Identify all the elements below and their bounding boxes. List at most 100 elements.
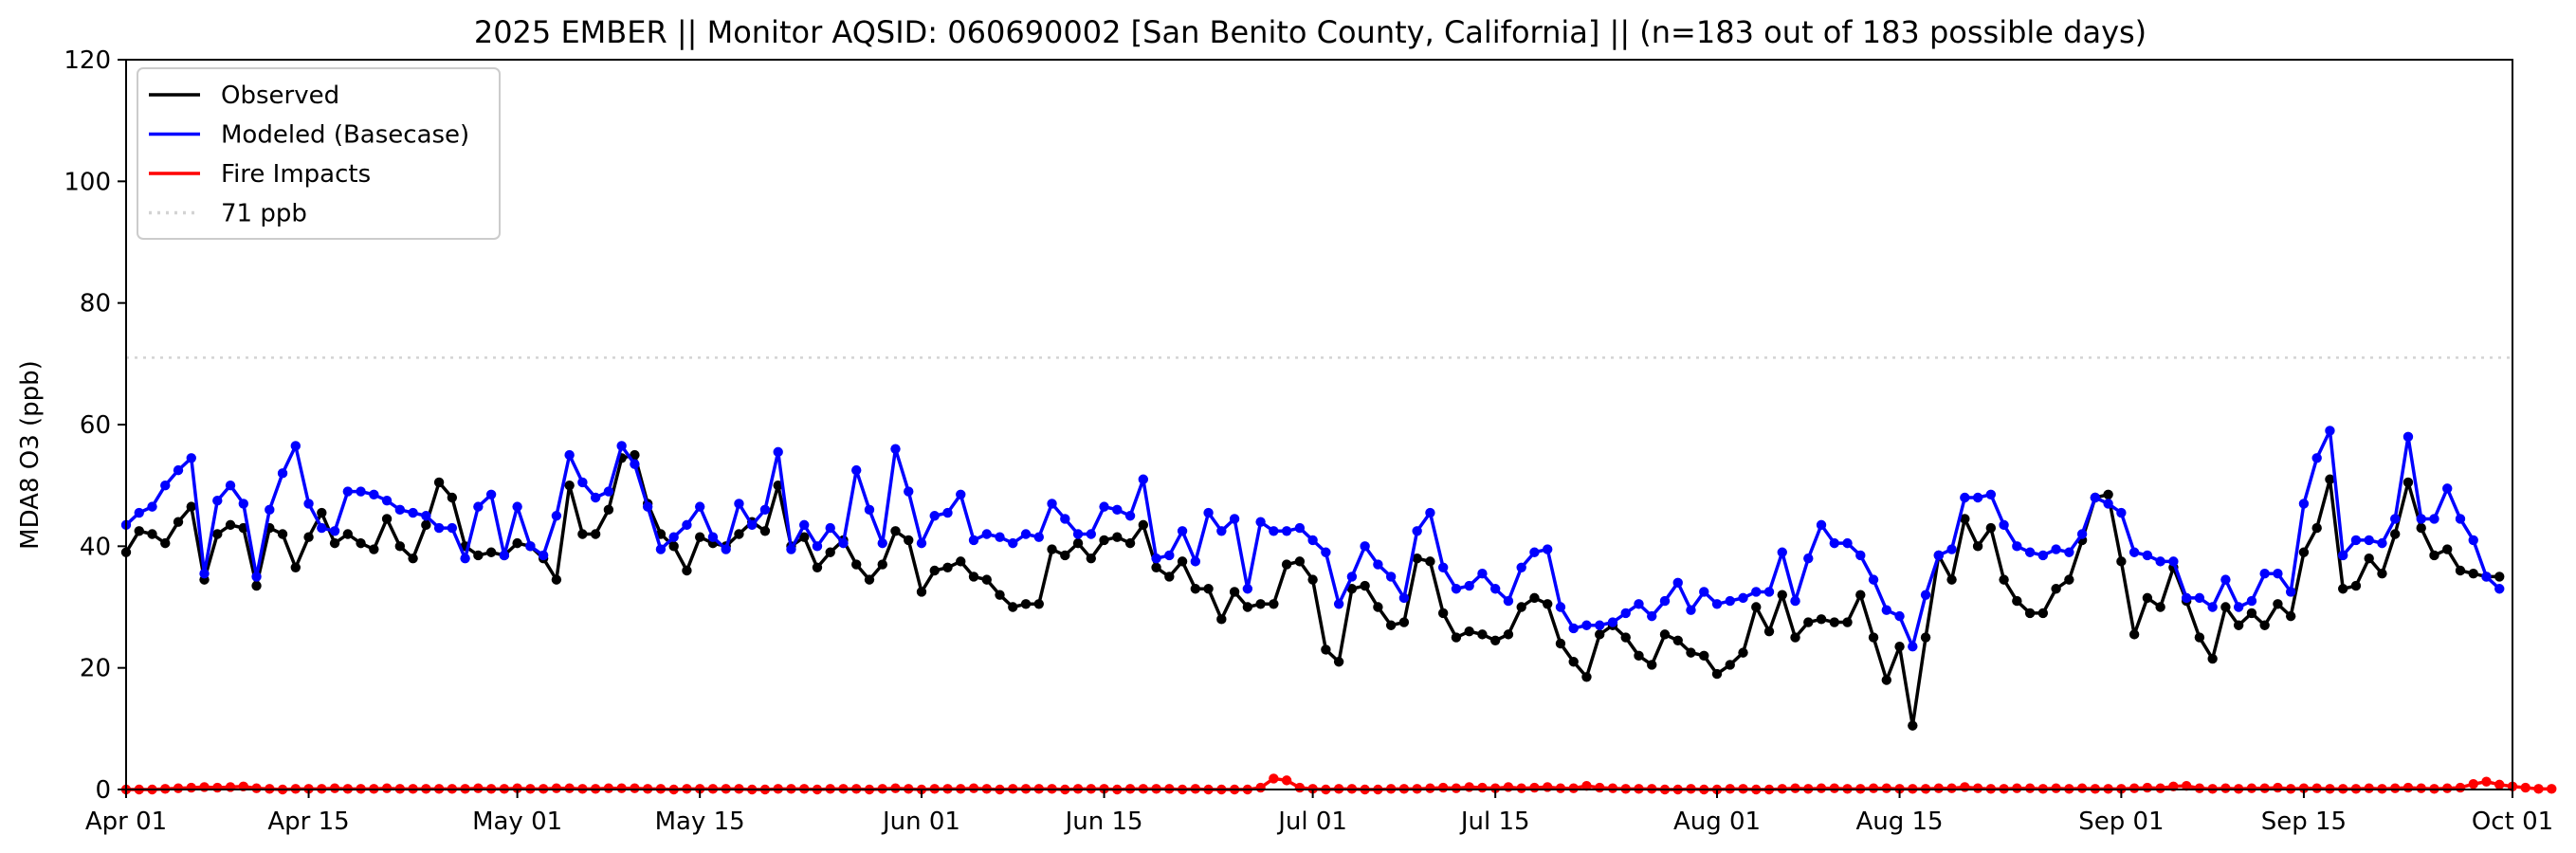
data-point-modeled-basecase xyxy=(2220,574,2231,585)
data-point-modeled-basecase xyxy=(812,541,823,552)
data-point-observed xyxy=(1333,657,1344,667)
data-point-observed xyxy=(1985,522,1997,534)
data-point-modeled-basecase xyxy=(1464,580,1474,591)
data-point-observed xyxy=(1124,537,1136,549)
data-point-fire-impacts xyxy=(1451,783,1462,793)
data-point-modeled-basecase xyxy=(1425,507,1435,518)
data-point-observed xyxy=(1373,602,1383,612)
data-point-modeled-basecase xyxy=(603,486,614,497)
data-point-modeled-basecase xyxy=(1634,599,1644,609)
data-point-observed xyxy=(1112,532,1123,542)
data-point-modeled-basecase xyxy=(1829,537,1839,549)
data-point-modeled-basecase xyxy=(2181,592,2192,604)
data-point-fire-impacts xyxy=(2246,783,2257,793)
data-point-modeled-basecase xyxy=(2051,544,2061,554)
data-point-modeled-basecase xyxy=(1294,522,1306,534)
data-point-observed xyxy=(877,559,887,570)
data-point-modeled-basecase xyxy=(433,522,445,534)
data-point-observed xyxy=(890,526,901,536)
data-point-modeled-basecase xyxy=(2168,556,2179,567)
data-point-observed xyxy=(2142,592,2153,604)
data-point-fire-impacts xyxy=(1960,782,1970,792)
data-point-observed xyxy=(916,587,927,597)
data-point-observed xyxy=(1738,647,1748,658)
data-point-modeled-basecase xyxy=(851,464,862,476)
data-point-modeled-basecase xyxy=(1072,529,1084,539)
data-point-observed xyxy=(734,529,744,539)
data-point-observed xyxy=(2416,522,2426,534)
data-point-fire-impacts xyxy=(2142,782,2153,793)
data-point-modeled-basecase xyxy=(1255,517,1266,527)
data-point-observed xyxy=(2429,550,2439,561)
data-point-observed xyxy=(1255,599,1266,609)
data-point-modeled-basecase xyxy=(916,537,927,549)
data-point-observed xyxy=(1190,584,1201,594)
data-point-modeled-basecase xyxy=(1112,504,1123,516)
data-point-observed xyxy=(356,537,366,549)
data-point-observed xyxy=(2273,599,2283,609)
data-point-fire-impacts xyxy=(1503,782,1514,792)
x-tick-label: Apr 01 xyxy=(85,808,167,836)
data-point-observed xyxy=(1151,562,1161,572)
data-point-modeled-basecase xyxy=(499,550,510,561)
data-point-observed xyxy=(1711,668,1723,680)
data-point-modeled-basecase xyxy=(864,504,875,516)
data-point-modeled-basecase xyxy=(2390,514,2401,524)
data-point-fire-impacts xyxy=(2547,784,2557,794)
data-point-modeled-basecase xyxy=(786,544,796,554)
data-point-observed xyxy=(290,562,301,572)
data-point-observed xyxy=(630,449,640,461)
data-point-observed xyxy=(1269,599,1279,609)
data-point-modeled-basecase xyxy=(2233,602,2244,612)
data-point-observed xyxy=(369,544,379,554)
data-point-modeled-basecase xyxy=(303,499,314,509)
data-point-modeled-basecase xyxy=(1960,492,1970,503)
x-tick-label: May 15 xyxy=(655,808,745,836)
data-point-modeled-basecase xyxy=(1020,529,1032,539)
data-point-modeled-basecase xyxy=(1686,605,1696,615)
data-point-observed xyxy=(864,574,875,585)
data-point-modeled-basecase xyxy=(2064,547,2074,557)
data-point-observed xyxy=(186,501,196,512)
data-point-observed xyxy=(225,519,236,531)
data-point-observed xyxy=(2325,474,2335,484)
data-point-fire-impacts xyxy=(551,783,562,793)
data-point-modeled-basecase xyxy=(1321,547,1331,557)
data-point-modeled-basecase xyxy=(1086,529,1097,539)
data-point-fire-impacts xyxy=(512,783,522,793)
data-point-observed xyxy=(2155,602,2165,612)
data-point-modeled-basecase xyxy=(1659,595,1671,607)
data-point-modeled-basecase xyxy=(2273,569,2283,579)
plot-area: 0 20 40 60 80 100 120 Apr 01 Apr 15 May 01 May 15 J… xyxy=(64,46,2557,836)
data-point-modeled-basecase xyxy=(408,507,418,518)
data-point-observed xyxy=(421,519,431,531)
data-point-observed xyxy=(2390,529,2401,539)
x-tick-label: Sep 15 xyxy=(2261,808,2347,836)
x-tick-label: Jul 01 xyxy=(1276,808,1347,836)
data-point-observed xyxy=(1620,632,1631,643)
data-point-modeled-basecase xyxy=(473,501,484,512)
data-point-observed xyxy=(317,507,327,518)
data-point-modeled-basecase xyxy=(447,522,458,534)
data-point-observed xyxy=(1437,608,1449,619)
data-point-modeled-basecase xyxy=(277,468,288,479)
data-point-fire-impacts xyxy=(199,782,210,792)
data-point-modeled-basecase xyxy=(2325,426,2335,436)
data-point-observed xyxy=(147,529,157,539)
data-point-modeled-basecase xyxy=(577,477,588,488)
data-point-fire-impacts xyxy=(1790,783,1800,793)
data-point-observed xyxy=(1060,550,1070,561)
data-point-fire-impacts xyxy=(1425,783,1435,793)
data-point-observed xyxy=(1503,629,1514,640)
data-point-observed xyxy=(342,529,354,539)
data-point-observed xyxy=(2128,629,2140,640)
data-point-observed xyxy=(2285,610,2296,622)
data-point-observed xyxy=(2194,632,2205,643)
data-point-fire-impacts xyxy=(616,783,627,793)
data-point-modeled-basecase xyxy=(1920,590,1931,600)
data-point-modeled-basecase xyxy=(512,501,522,512)
data-point-observed xyxy=(134,526,144,536)
y-axis-label: MDA8 O3 (ppb) xyxy=(16,360,45,550)
data-point-observed xyxy=(590,529,601,539)
